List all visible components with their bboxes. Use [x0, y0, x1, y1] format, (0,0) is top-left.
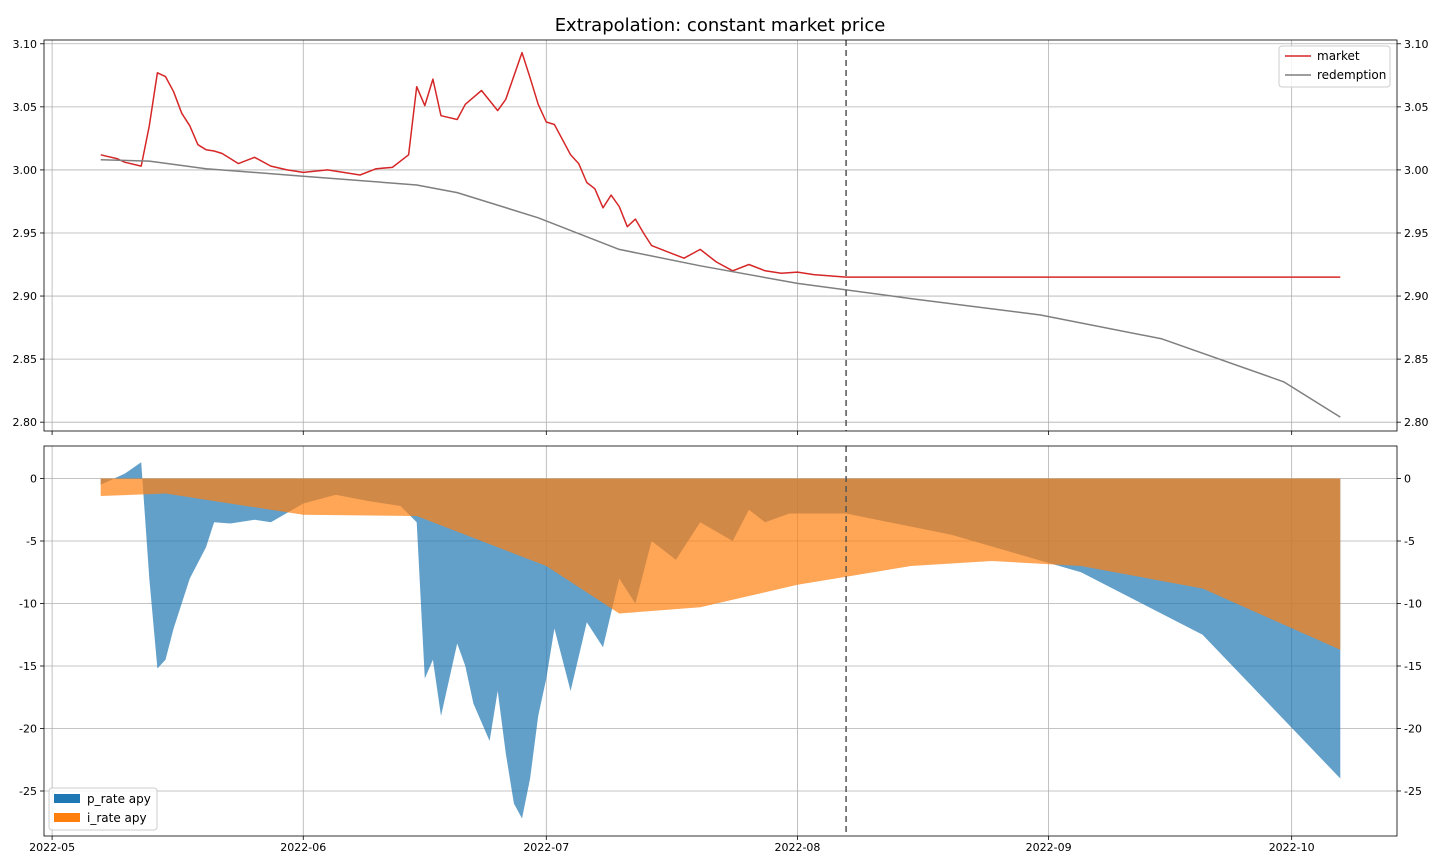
bottom-y-tick-label-left: -20	[19, 723, 37, 736]
top-y-tick-label-right: 2.85	[1404, 353, 1429, 366]
top-y-tick-label-left: 2.85	[13, 353, 38, 366]
bottom-y-tick-label-left: -10	[19, 598, 37, 611]
top-axes-frame	[43, 39, 1398, 432]
bottom-y-tick-label-right: -20	[1404, 723, 1422, 736]
top-series	[100, 51, 1341, 418]
bottom-y-tick-label-right: -25	[1404, 785, 1422, 798]
bottom-y-tick-label-left: 0	[30, 473, 37, 486]
bottom-y-tick-label-right: 0	[1404, 473, 1411, 486]
legend-i-rate-swatch	[54, 813, 80, 822]
bottom-ticks: 2022-05 2022-06 2022-07 2022-08 2022-09 2022-…	[19, 473, 1422, 855]
top-panel: 2.80 2.80 2.85 2.85 2.90 2.90 2.95 2.95 3.00 3.00…	[13, 38, 1429, 435]
legend-p-rate-label: p_rate apy	[87, 792, 151, 806]
legend-redemption-label: redemption	[1317, 68, 1386, 82]
top-y-tick-label-right: 3.00	[1404, 164, 1429, 177]
legend-market-label: market	[1317, 49, 1360, 63]
bottom-series	[100, 462, 1341, 819]
top-y-tick-label-right: 3.05	[1404, 101, 1429, 114]
bottom-y-tick-label-left: -25	[19, 785, 37, 798]
legend-p-rate-swatch	[54, 794, 80, 803]
top-y-tick-label-left: 2.90	[13, 290, 38, 303]
x-tick-label: 2022-10	[1269, 841, 1315, 854]
top-legend: market redemption	[1278, 45, 1391, 88]
bottom-y-tick-label-right: -15	[1404, 660, 1422, 673]
top-y-tick-label-left: 3.05	[13, 101, 38, 114]
top-grid	[44, 40, 1397, 431]
top-ticks: 2.80 2.80 2.85 2.85 2.90 2.90 2.95 2.95 3.00 3.00…	[13, 38, 1429, 435]
x-tick-label: 2022-07	[523, 841, 569, 854]
bottom-y-tick-label-right: -10	[1404, 598, 1422, 611]
i-rate-area	[100, 478, 1341, 650]
redemption-line	[100, 159, 1341, 418]
top-y-tick-label-right: 2.90	[1404, 290, 1429, 303]
top-y-tick-label-left: 2.80	[13, 416, 38, 429]
x-tick-label: 2022-08	[774, 841, 820, 854]
x-tick-label: 2022-06	[280, 841, 326, 854]
x-tick-label: 2022-09	[1026, 841, 1072, 854]
top-y-tick-label-right: 3.10	[1404, 38, 1429, 51]
bottom-y-tick-label-right: -5	[1404, 535, 1415, 548]
bottom-y-tick-label-left: -15	[19, 660, 37, 673]
market-line	[100, 51, 1341, 278]
top-y-tick-label-right: 2.95	[1404, 227, 1429, 240]
top-y-tick-label-right: 2.80	[1404, 416, 1429, 429]
bottom-y-tick-label-left: -5	[26, 535, 37, 548]
top-y-tick-label-left: 3.10	[13, 38, 38, 51]
x-tick-label: 2022-05	[29, 841, 75, 854]
bottom-axes-frame	[43, 445, 1398, 837]
chart-title: Extrapolation: constant market price	[555, 15, 886, 36]
top-y-tick-label-left: 2.95	[13, 227, 38, 240]
legend-i-rate-label: i_rate apy	[87, 811, 147, 825]
bottom-legend: p_rate apy i_rate apy	[48, 787, 158, 831]
bottom-panel: 2022-05 2022-06 2022-07 2022-08 2022-09 2022-…	[19, 445, 1422, 855]
top-y-tick-label-left: 3.00	[13, 164, 38, 177]
